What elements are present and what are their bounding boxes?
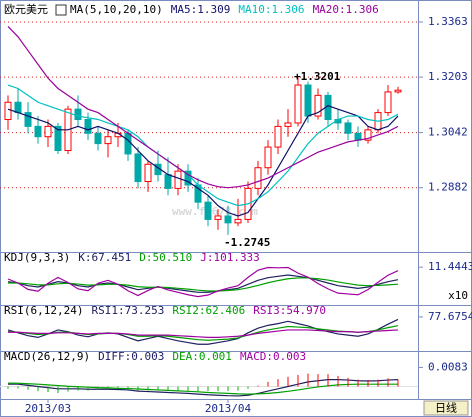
legend-entry: MA20:1.306 xyxy=(313,3,379,16)
legend-entry: RSI2:62.406 xyxy=(172,304,245,317)
candle-body xyxy=(134,153,142,183)
panel-title: RSI(6,12,24) xyxy=(4,304,83,317)
legend-entry: RSI3:54.970 xyxy=(253,304,326,317)
candle-body xyxy=(24,112,32,127)
series-line xyxy=(7,266,399,298)
scale-note: x10 xyxy=(448,289,468,302)
legend-entry: DIFF:0.003 xyxy=(98,350,164,363)
candle-body xyxy=(104,136,112,145)
series-line xyxy=(7,105,399,217)
candle-body xyxy=(124,132,132,155)
series-line xyxy=(8,277,399,292)
candle-body xyxy=(144,163,152,183)
x-tick-label: 2013/03 xyxy=(25,402,71,415)
annotation: -1.2745 xyxy=(224,236,270,249)
candle-body xyxy=(164,174,172,189)
legend-entry: D:50.510 xyxy=(139,251,192,264)
indicator-label: MA(5,10,20,10) xyxy=(70,3,163,16)
series-line xyxy=(7,26,399,189)
legend-entry: J:101.333 xyxy=(200,251,260,264)
series-line xyxy=(7,84,399,207)
candle-body xyxy=(94,132,102,145)
series-line xyxy=(8,329,399,338)
candle-body xyxy=(44,125,52,138)
candle-body xyxy=(264,146,272,169)
candle-body xyxy=(214,215,222,220)
y-tick-label: 77.6754 xyxy=(428,310,472,323)
period-button-box[interactable] xyxy=(423,400,469,416)
y-tick-label: 1.3042 xyxy=(428,126,468,139)
y-tick-label: 1.3363 xyxy=(428,15,468,28)
panel-title: KDJ(9,3,3) xyxy=(4,251,70,264)
legend-entry: K:67.451 xyxy=(78,251,131,264)
legend-entry: RSI1:73.253 xyxy=(91,304,164,317)
y-tick-label: 1.3203 xyxy=(428,70,468,83)
candle-body xyxy=(284,122,292,127)
y-tick-label: 1.2882 xyxy=(428,181,468,194)
candle-body xyxy=(344,122,352,134)
candle-body xyxy=(254,167,262,189)
series-line xyxy=(8,379,399,397)
candle-body xyxy=(174,170,182,189)
panel-title: MACD(26,12,9) xyxy=(4,350,90,363)
candle-body xyxy=(304,84,312,117)
candle-body xyxy=(84,118,92,134)
annotation: +1.3201 xyxy=(294,70,341,83)
candle-body xyxy=(74,108,82,120)
candle-body xyxy=(224,215,232,224)
candle-body xyxy=(54,125,62,151)
candle-body xyxy=(34,125,42,138)
candle-body xyxy=(274,125,282,148)
y-tick-label: 11.4443 xyxy=(428,260,472,273)
candle-body xyxy=(364,129,372,141)
candle-body xyxy=(314,94,322,117)
legend-entry: DEA:0.001 xyxy=(172,350,232,363)
series-line xyxy=(7,382,398,395)
candle-body xyxy=(234,218,242,224)
y-tick-label: 0.0083 xyxy=(428,360,468,373)
plot-layer: 2013/03 2013/04 www.fx678.com 1.3363 1.3203 1… xyxy=(0,3,472,415)
x-tick-label: 2013/04 xyxy=(205,402,252,415)
legend-entry: MACD:0.003 xyxy=(240,350,306,363)
period-button[interactable]: 日线 xyxy=(435,401,457,415)
candle-body xyxy=(14,101,22,114)
candle-body xyxy=(354,132,362,141)
candle-body xyxy=(294,84,302,124)
candle-body xyxy=(384,91,392,114)
legend-entry: MA10:1.306 xyxy=(238,3,304,16)
panel-title: 欧元美元 xyxy=(4,3,48,16)
candle-body xyxy=(394,89,402,93)
watermark: www.fx678.com xyxy=(172,205,258,218)
series-line xyxy=(7,274,399,293)
indicator-icon xyxy=(55,4,67,16)
legend-entry: MA5:1.309 xyxy=(171,3,231,16)
candle-body xyxy=(4,101,12,120)
candle-body xyxy=(204,201,212,220)
